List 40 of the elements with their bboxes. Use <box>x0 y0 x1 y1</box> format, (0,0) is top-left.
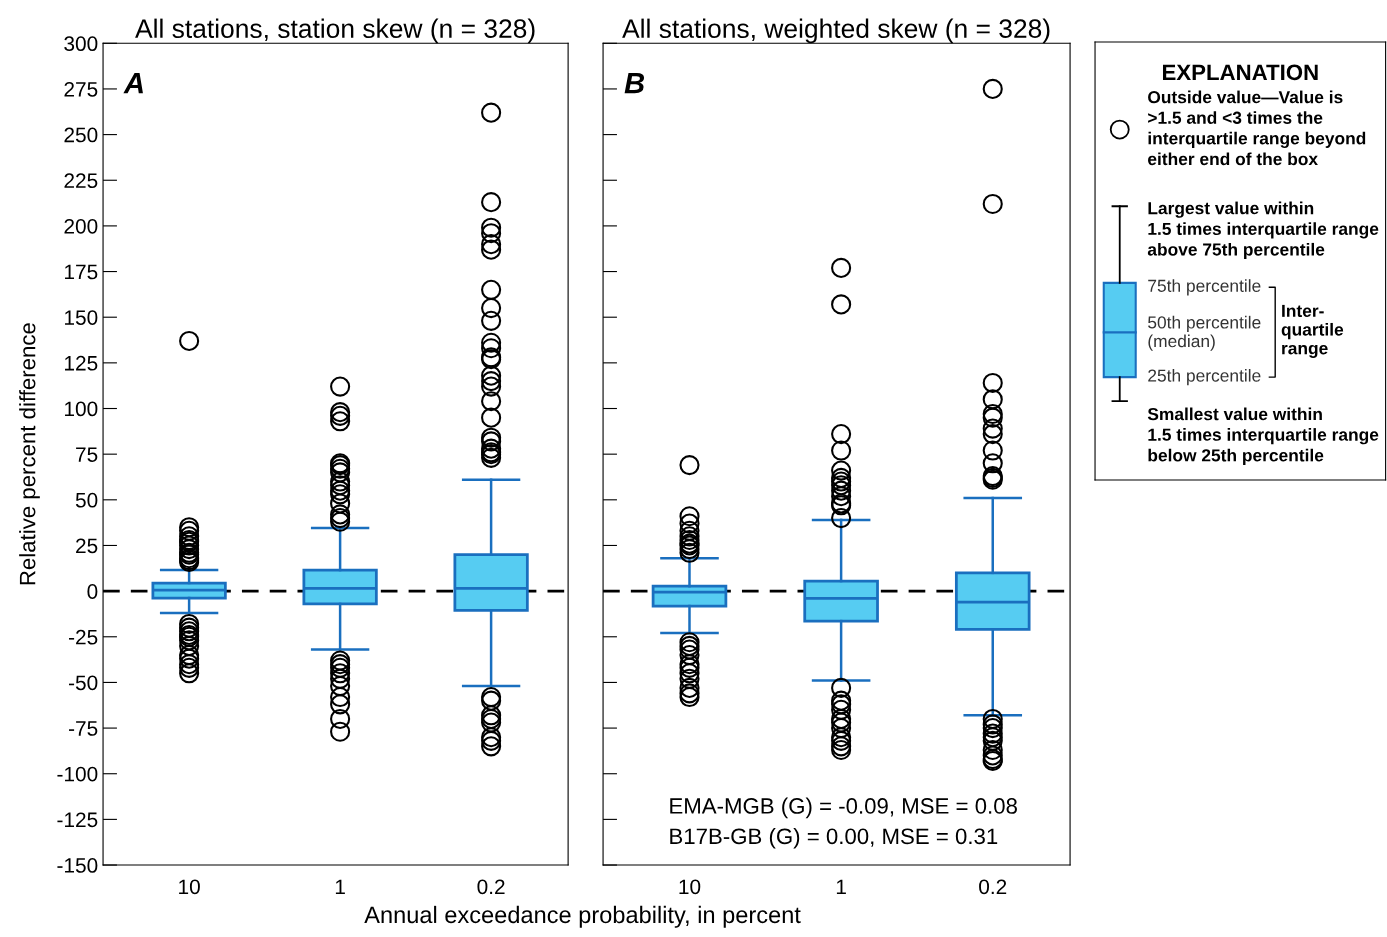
annotation: A <box>123 73 143 94</box>
x-tick-label: 0.2 <box>477 879 505 895</box>
x-tick-label: 10 <box>179 879 200 895</box>
y-tick-label: 300 <box>64 36 98 52</box>
text: 25th percentile <box>1148 368 1261 386</box>
y-tick-label: 125 <box>65 355 98 371</box>
chart-title: All stations, station skew (n = 328) <box>135 18 535 44</box>
y-tick-label: 0 <box>87 584 98 599</box>
text: EXPLANATION <box>1163 64 1318 81</box>
x-tick-label: 1 <box>335 879 345 895</box>
x-axis-title: Annual exceedance probability, in percent <box>364 905 801 928</box>
chart-title: All stations, weighted skew (n = 328) <box>622 18 1050 44</box>
x-tick-label: 0.2 <box>979 879 1007 895</box>
text: 50th percentile (median) <box>1148 315 1261 351</box>
y-tick-label: 250 <box>64 127 98 143</box>
text: Outside value—Value is >1.5 and <3 times the interquartile range beyond either end of the box <box>1148 90 1366 166</box>
annotation: B <box>624 73 645 94</box>
y-tick-label: -125 <box>57 812 98 828</box>
text: 75th percentile <box>1148 279 1261 296</box>
y-tick-label: 200 <box>64 218 98 234</box>
text: Inter- quartile range <box>1281 304 1344 358</box>
y-tick-label: -150 <box>57 858 98 873</box>
y-tick-label: 75 <box>76 447 98 462</box>
annotation: EMA-MGB (G) = -0.09, MSE = 0.08 B17B-GB (G) = 0.00, MSE = 0.31 <box>670 797 1017 849</box>
y-tick-label: -100 <box>57 766 98 782</box>
y-tick-label: -75 <box>69 721 98 736</box>
x-tick-label: 1 <box>836 879 846 895</box>
x-tick-label: 10 <box>679 879 701 895</box>
y-tick-label: 275 <box>64 81 98 97</box>
y-tick-label: -50 <box>69 675 98 691</box>
y-tick-label: 150 <box>65 310 98 325</box>
y-axis-title: Relative percent difference <box>19 323 40 585</box>
y-tick-label: -25 <box>69 629 98 645</box>
y-tick-label: 175 <box>65 264 98 280</box>
y-tick-label: 25 <box>76 538 98 554</box>
text: Smallest value within 1.5 times interquartile range below 25th percentile <box>1147 407 1379 465</box>
y-tick-label: 50 <box>75 492 98 508</box>
y-tick-label: 100 <box>65 401 98 417</box>
text: Largest value within 1.5 times interquartile range above 75th percentile <box>1147 201 1379 260</box>
y-tick-label: 225 <box>64 173 98 188</box>
